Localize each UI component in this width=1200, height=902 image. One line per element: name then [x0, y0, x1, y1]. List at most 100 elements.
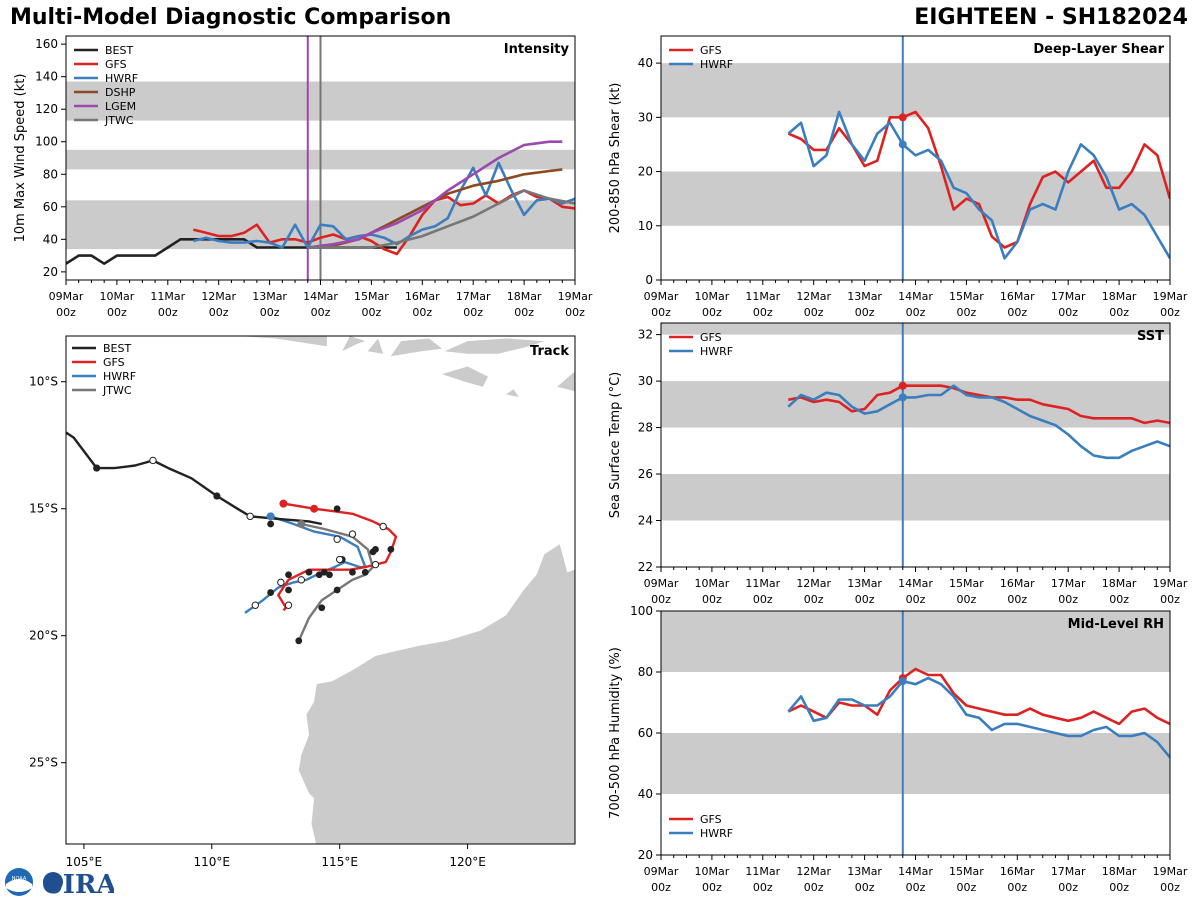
- x-tick-label-hour: 00z: [702, 306, 722, 319]
- x-tick-label-day: 13Mar: [252, 290, 287, 303]
- x-tick-label-hour: 00z: [702, 881, 722, 894]
- y-tick-label: 60: [43, 200, 58, 214]
- forecast-position-point: [361, 568, 369, 576]
- forecast-position-open-point: [149, 456, 157, 465]
- x-tick-label-hour: 00z: [651, 306, 671, 319]
- panel-title: Deep-Layer Shear: [1033, 42, 1164, 57]
- best-track-point: [93, 464, 101, 472]
- marker-point-hwrf: [898, 393, 907, 402]
- legend-label-gfs: GFS: [700, 813, 722, 826]
- shade-band: [661, 381, 1170, 428]
- forecast-position-point: [285, 571, 292, 579]
- x-tick-label-hour: 00z: [906, 593, 926, 606]
- legend-label-hwrf: HWRF: [700, 827, 733, 840]
- marker-point-gfs: [898, 113, 907, 122]
- series-line-lgem: [307, 140, 563, 249]
- x-tick-label-day: 15Mar: [949, 865, 984, 878]
- shear-panel: 09Mar 00z 10Mar 00z 11Mar 00z 12Mar 00z 13Mar 00z…: [608, 35, 1188, 319]
- x-tick-label-hour: 00z: [1160, 306, 1180, 319]
- x-tick-label-day: 19Mar: [1153, 577, 1188, 590]
- legend-label-hwrf: HWRF: [105, 72, 138, 85]
- x-tick-label-day: 09Mar: [644, 290, 679, 303]
- forecast-position-point: [387, 545, 395, 553]
- x-tick-label-hour: 00z: [1058, 881, 1078, 894]
- series-line-hwrf: [787, 384, 1170, 460]
- forecast-position-open-point: [277, 578, 285, 587]
- shade-band: [661, 63, 1170, 118]
- x-tick-label-hour: 00z: [753, 306, 773, 319]
- x-tick-label-day: 17Mar: [1051, 290, 1086, 303]
- x-tick-label-hour: 00z: [1109, 881, 1129, 894]
- forecast-position-point: [267, 520, 275, 528]
- y-axis-label: 700-500 hPa Humidity (%): [608, 647, 623, 819]
- x-tick-label-hour: 00z: [753, 593, 773, 606]
- y-tick-label: 20°S: [29, 629, 58, 643]
- forecast-position-point: [333, 505, 341, 513]
- x-tick-label-hour: 00z: [107, 306, 127, 319]
- panel-title: Intensity: [504, 42, 570, 57]
- x-tick-label-hour: 00z: [209, 306, 229, 319]
- x-tick-label-hour: 00z: [906, 306, 926, 319]
- x-tick-label-day: 17Mar: [456, 290, 491, 303]
- x-tick-label-day: 13Mar: [847, 865, 882, 878]
- series-line-jtwc: [307, 189, 575, 249]
- legend-label-best: BEST: [103, 342, 131, 355]
- x-tick-label-day: 18Mar: [507, 290, 542, 303]
- marker-point-hwrf: [898, 140, 907, 149]
- shade-band: [661, 323, 1170, 335]
- x-tick-label-day: 12Mar: [796, 865, 831, 878]
- x-tick-label-day: 17Mar: [1051, 577, 1086, 590]
- shade-band: [661, 611, 1170, 672]
- x-tick-label-day: 11Mar: [745, 577, 780, 590]
- forecast-position-open-point: [379, 522, 387, 531]
- y-tick-label: 80: [638, 665, 653, 679]
- forecast-position-point: [320, 568, 328, 576]
- x-tick-label-day: 19Mar: [1153, 865, 1188, 878]
- legend-label-dshp: DSHP: [105, 86, 136, 99]
- island-land: [390, 338, 442, 357]
- track-start-point-jtwc: [297, 519, 306, 528]
- x-tick-label-hour: 00z: [957, 881, 977, 894]
- panel-title: SST: [1137, 329, 1164, 344]
- x-tick-label-hour: 00z: [753, 881, 773, 894]
- x-tick-label-hour: 00z: [1058, 306, 1078, 319]
- x-tick-label-day: 15Mar: [949, 290, 984, 303]
- y-tick-label: 30: [638, 374, 653, 388]
- y-tick-label: 140: [35, 70, 58, 84]
- y-tick-label: 24: [638, 514, 653, 528]
- y-tick-label: 22: [638, 560, 653, 574]
- x-tick-label-day: 12Mar: [796, 577, 831, 590]
- x-tick-label-day: 19Mar: [558, 290, 593, 303]
- x-tick-label-day: 11Mar: [745, 865, 780, 878]
- series-line-gfs: [192, 189, 575, 256]
- x-tick-label-day: 10Mar: [695, 290, 730, 303]
- island-land: [442, 366, 488, 387]
- island-land: [237, 336, 327, 347]
- x-tick-label-hour: 00z: [158, 306, 178, 319]
- x-tick-label-day: 16Mar: [405, 290, 440, 303]
- shade-band: [661, 171, 1170, 226]
- legend-label-gfs: GFS: [700, 44, 722, 57]
- x-tick-label-hour: 00z: [855, 306, 875, 319]
- x-tick-label-hour: 00z: [1058, 593, 1078, 606]
- panel-title: Mid-Level RH: [1068, 617, 1164, 632]
- y-tick-label: 100: [35, 135, 58, 149]
- y-tick-label: 100: [630, 604, 653, 618]
- x-tick-label-day: 14Mar: [303, 290, 338, 303]
- panel-title: Track: [530, 344, 569, 359]
- y-tick-label: 20: [638, 165, 653, 179]
- forecast-position-open-point: [251, 601, 259, 609]
- x-tick-label-hour: 00z: [311, 306, 331, 319]
- island-land: [557, 371, 575, 392]
- x-tick-label-day: 13Mar: [847, 577, 882, 590]
- track-start-point-gfs: [279, 499, 288, 508]
- best-track-point: [213, 492, 221, 500]
- x-tick-label-day: 10Mar: [100, 290, 135, 303]
- series-line-hwrf: [192, 161, 575, 249]
- x-tick-label-day: 15Mar: [949, 577, 984, 590]
- legend-label-jtwc: JTWC: [104, 114, 134, 127]
- forecast-position-open-point: [284, 601, 293, 609]
